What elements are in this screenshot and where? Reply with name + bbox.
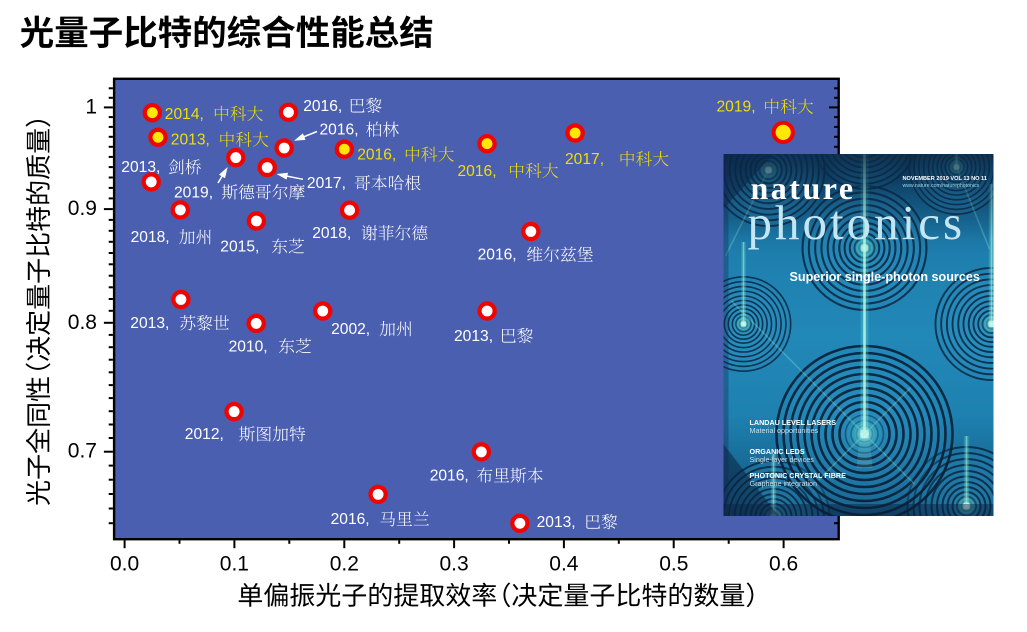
- svg-text:Graphene integration: Graphene integration: [750, 479, 818, 488]
- svg-text:www.nature.com/naturephotonics: www.nature.com/naturephotonics: [903, 183, 980, 189]
- svg-text:Single-layer devices: Single-layer devices: [750, 455, 815, 464]
- svg-text:2017,: 2017,: [565, 151, 604, 168]
- svg-text:2013,: 2013,: [121, 159, 160, 176]
- svg-text:2012,: 2012,: [185, 426, 224, 443]
- svg-text:0.5: 0.5: [659, 552, 688, 575]
- svg-text:0.2: 0.2: [330, 552, 359, 575]
- svg-text:2016,: 2016,: [357, 147, 396, 164]
- svg-text:0.8: 0.8: [68, 311, 97, 334]
- svg-text:2019,: 2019,: [717, 99, 756, 116]
- svg-text:2013,: 2013,: [537, 514, 576, 531]
- svg-text:ORGANIC LEDS: ORGANIC LEDS: [750, 447, 805, 456]
- svg-text:2019,: 2019,: [174, 184, 213, 201]
- svg-text:2018,: 2018,: [131, 229, 170, 246]
- svg-text:2016,: 2016,: [320, 122, 359, 139]
- svg-text:LANDAU LEVEL LASERS: LANDAU LEVEL LASERS: [750, 418, 837, 427]
- svg-text:2015,: 2015,: [220, 239, 259, 256]
- svg-text:0.4: 0.4: [549, 552, 579, 575]
- svg-text:2013,: 2013,: [454, 328, 493, 345]
- svg-text:2016,: 2016,: [478, 247, 517, 264]
- svg-text:0.3: 0.3: [439, 552, 468, 575]
- svg-text:Superior single-photon sources: Superior single-photon sources: [790, 270, 980, 284]
- svg-text:0.9: 0.9: [68, 197, 97, 220]
- svg-text:2013,: 2013,: [171, 132, 210, 149]
- svg-text:2002,: 2002,: [331, 321, 370, 338]
- svg-text:2010,: 2010,: [229, 338, 268, 355]
- svg-text:2014,: 2014,: [165, 106, 204, 123]
- svg-text:photonics: photonics: [748, 195, 966, 250]
- svg-text:0.6: 0.6: [769, 552, 798, 575]
- svg-text:PHOTONIC CRYSTAL FIBRE: PHOTONIC CRYSTAL FIBRE: [750, 471, 847, 480]
- svg-text:NOVEMBER 2019 VOL 13 NO 11: NOVEMBER 2019 VOL 13 NO 11: [903, 176, 987, 182]
- svg-text:2018,: 2018,: [312, 225, 351, 242]
- svg-text:1: 1: [85, 95, 97, 118]
- svg-text:2017,: 2017,: [307, 175, 346, 192]
- svg-text:2016,: 2016,: [430, 468, 469, 485]
- svg-text:2016,: 2016,: [458, 163, 497, 180]
- svg-text:0.0: 0.0: [110, 552, 139, 575]
- svg-text:2016,: 2016,: [303, 98, 342, 115]
- svg-text:nature: nature: [751, 170, 856, 206]
- svg-text:0.7: 0.7: [68, 440, 97, 463]
- svg-text:0.1: 0.1: [220, 552, 249, 575]
- svg-text:2016,: 2016,: [331, 511, 370, 528]
- svg-text:2013,: 2013,: [130, 315, 169, 332]
- svg-text:Material opportunities: Material opportunities: [750, 426, 819, 435]
